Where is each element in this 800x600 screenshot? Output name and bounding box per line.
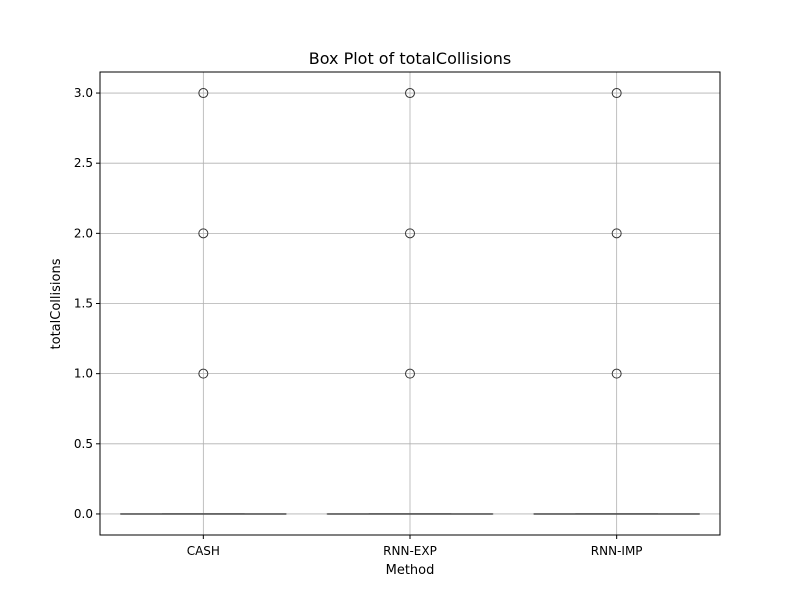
outlier-point	[198, 88, 209, 99]
outlier-point	[405, 368, 415, 379]
x-tick-label: RNN-IMP	[591, 544, 643, 558]
y-axis-ticks: 0.0 0.5 1.0 1.5 2.0 2.5 3.0	[74, 86, 100, 521]
outlier-point	[405, 228, 415, 239]
y-tick-label: 2.5	[74, 156, 93, 170]
outlier-point	[611, 228, 622, 239]
y-tick-label: 1.0	[74, 367, 93, 381]
y-tick-label: 0.5	[74, 437, 93, 451]
outlier-points	[198, 88, 622, 379]
x-axis-ticks: CASH RNN-EXP RNN-IMP	[187, 535, 643, 558]
y-tick-label: 1.5	[74, 297, 93, 311]
y-tick-label: 2.0	[74, 226, 93, 240]
x-tick-label: CASH	[187, 544, 220, 558]
x-tick-label: RNN-EXP	[383, 544, 437, 558]
outlier-point	[198, 228, 209, 239]
y-axis-label: totalCollisions	[49, 258, 64, 349]
chart-title: Box Plot of totalCollisions	[309, 49, 512, 68]
y-tick-label: 0.0	[74, 507, 93, 521]
outlier-point	[198, 368, 209, 379]
outlier-point	[405, 88, 415, 99]
outlier-point	[611, 368, 622, 379]
outlier-point	[611, 88, 622, 99]
grid-lines	[100, 72, 720, 535]
x-axis-label: Method	[386, 563, 435, 578]
y-tick-label: 3.0	[74, 86, 93, 100]
